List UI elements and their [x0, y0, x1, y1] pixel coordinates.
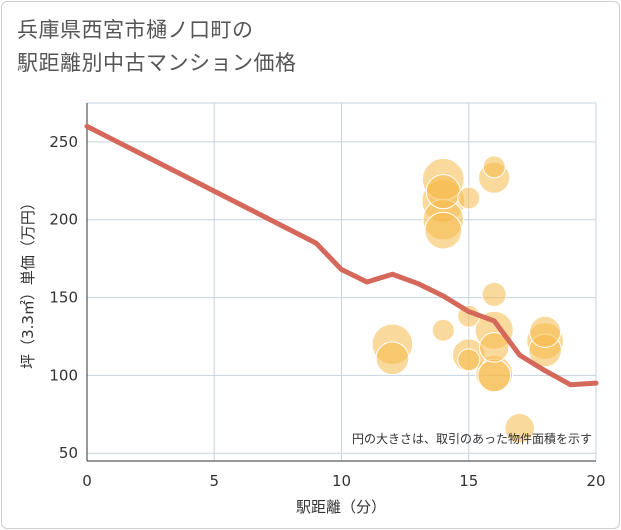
y-tick-label: 200 [49, 211, 78, 229]
bubble-point [431, 318, 455, 342]
chart-title-line-1: 兵庫県西宮市樋ノ口町の [17, 18, 254, 42]
tick-labels: 0 5 10 15 20 50 100 150 200 250 [49, 133, 605, 490]
trend-series [84, 123, 599, 388]
axes [86, 103, 596, 462]
bubble-point [425, 174, 461, 210]
chart-title: 兵庫県西宮市樋ノ口町の 駅距離別中古マンション価格 [17, 14, 297, 80]
bubble-point [504, 413, 535, 444]
x-tick-label: 5 [209, 472, 219, 490]
bubble-size-note: 円の大きさは、取引のあった物件面積を示す [352, 431, 592, 446]
bubble-point [457, 186, 481, 210]
chart-title-line-2: 駅距離別中古マンション価格 [17, 51, 297, 75]
x-tick-label: 0 [82, 472, 92, 490]
bubble-point [529, 315, 562, 348]
x-tick-label: 15 [459, 472, 478, 490]
y-tick-label: 150 [49, 289, 78, 307]
bubble-point [477, 358, 512, 393]
bubble-point [482, 155, 506, 179]
bubble-series [371, 155, 565, 444]
bubble-point [375, 341, 410, 376]
x-tick-label: 10 [332, 472, 351, 490]
x-tick-label: 20 [586, 472, 605, 490]
trend-line [84, 123, 599, 388]
bubble-point [457, 348, 481, 372]
y-tick-label: 50 [59, 444, 78, 462]
bubble-point [424, 211, 463, 250]
bubble-point [478, 332, 510, 363]
y-axis-label: 坪（3.3㎡）単価（万円） [19, 195, 37, 369]
bubble-point [481, 281, 507, 308]
y-tick-label: 100 [49, 366, 78, 384]
x-axis-label: 駅距離（分） [296, 498, 386, 516]
y-tick-label: 250 [49, 133, 78, 151]
grid-lines [87, 102, 597, 461]
